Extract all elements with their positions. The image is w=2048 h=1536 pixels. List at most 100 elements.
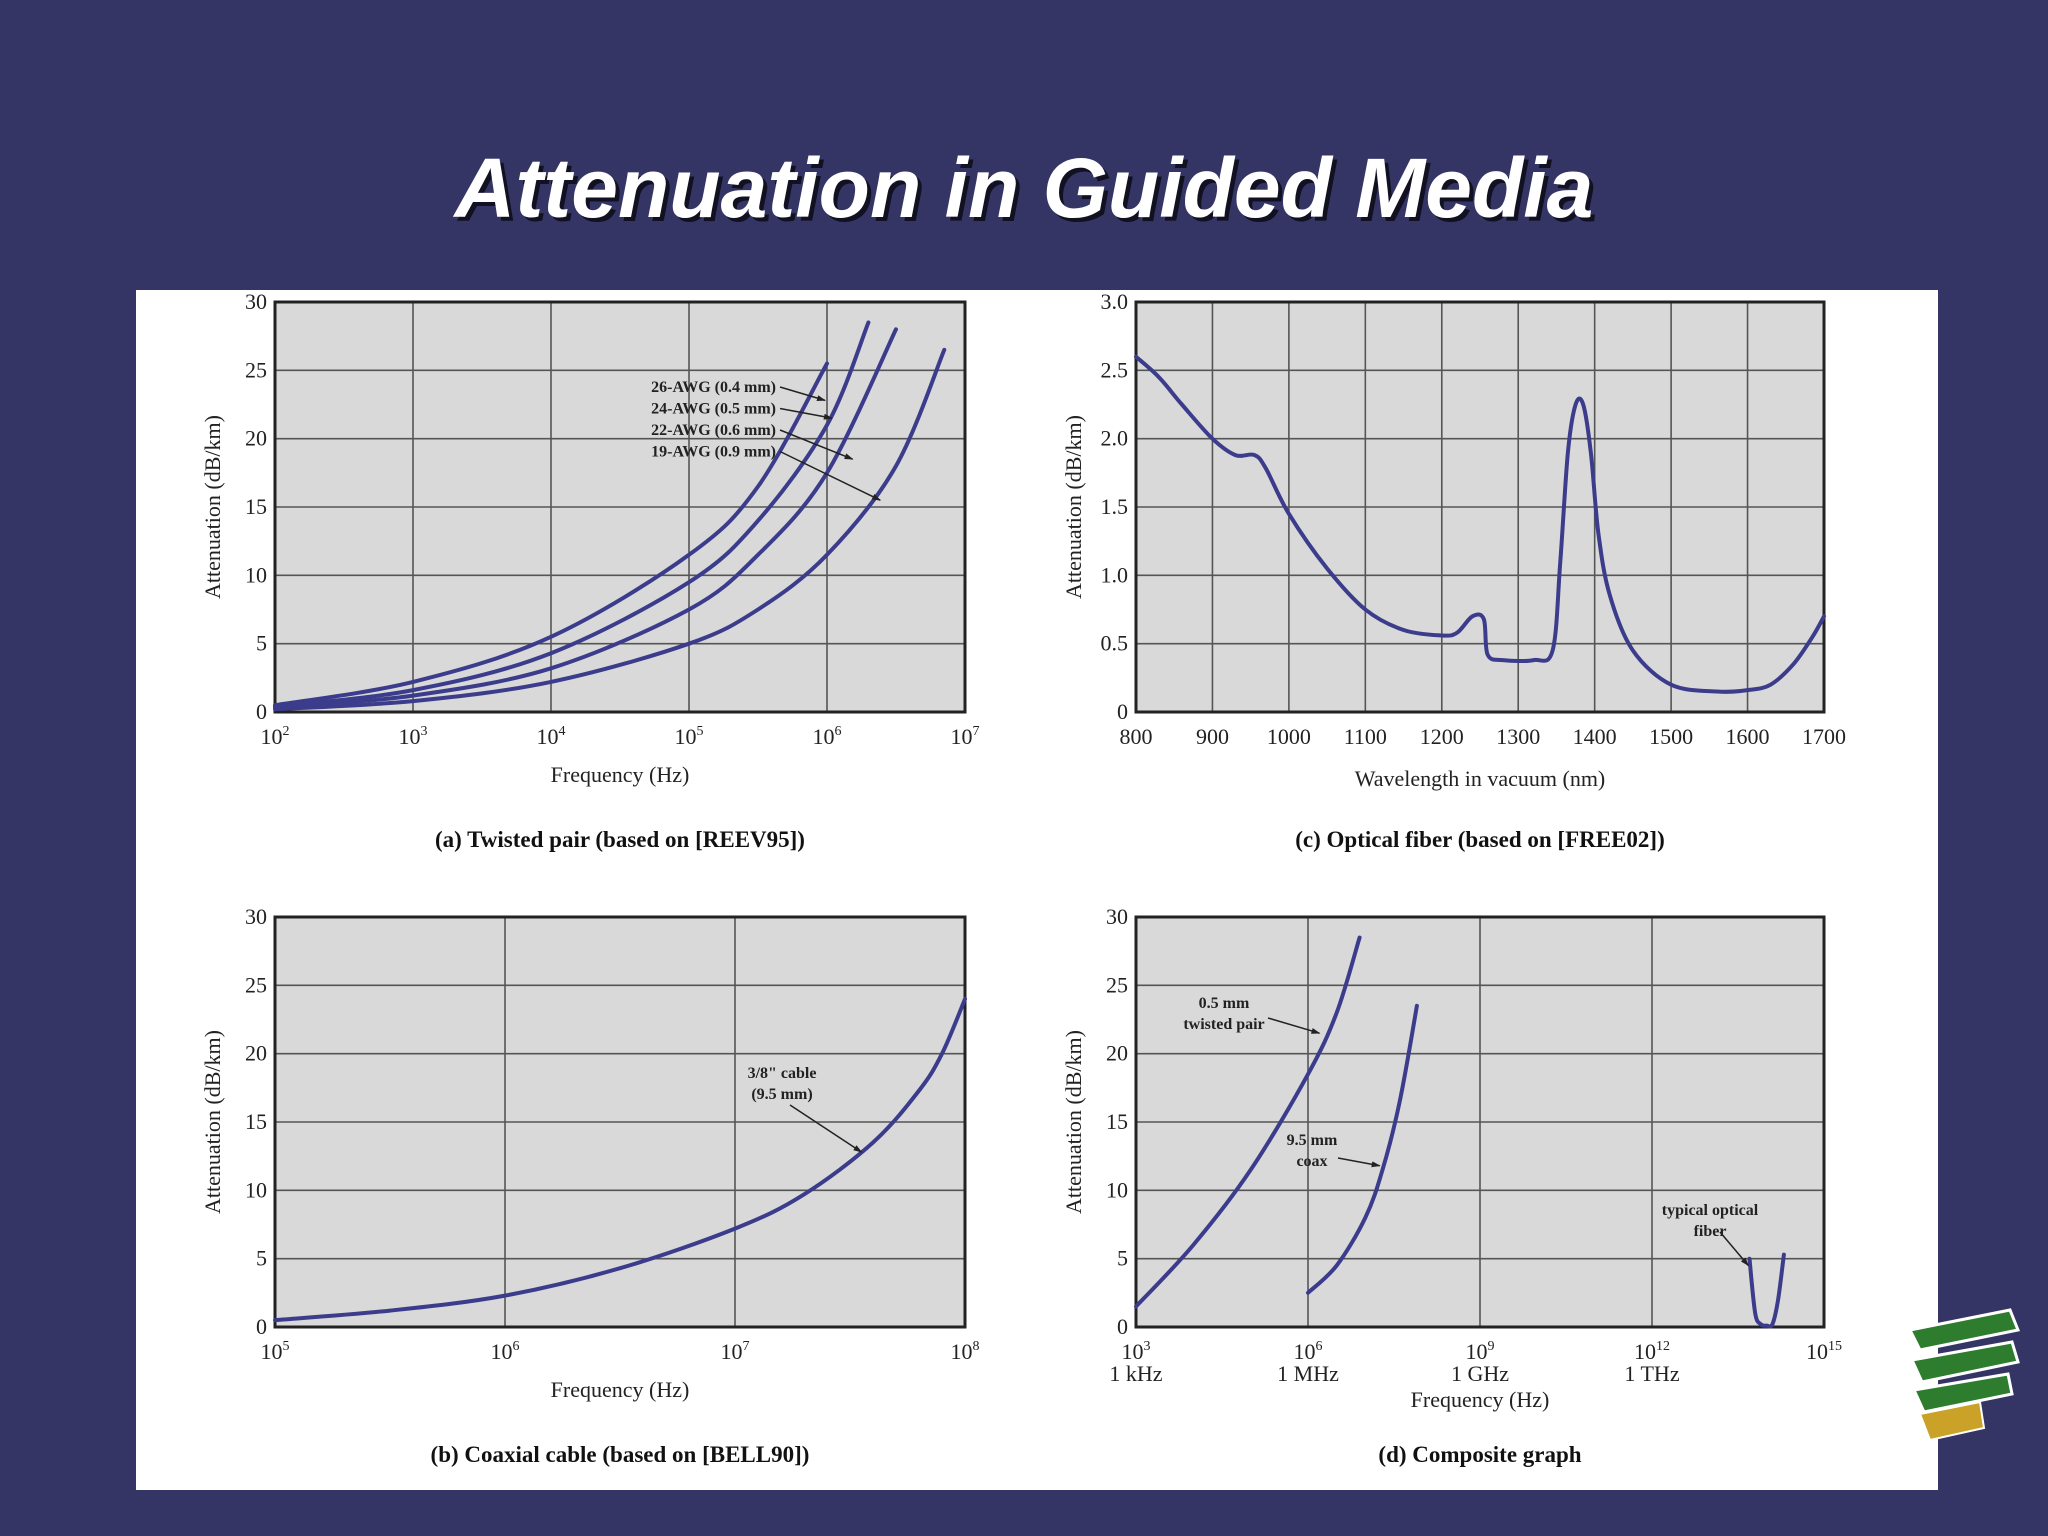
y-axis-label: Attenuation (dB/km) — [200, 415, 225, 599]
awg-label: 19-AWG (0.9 mm) — [651, 444, 776, 461]
x-tick-sublabel: 1 THz — [1624, 1361, 1679, 1386]
annotation-arrow — [1719, 1231, 1749, 1267]
x-tick-label: 800 — [1120, 724, 1153, 749]
x-tick-label: 1300 — [1496, 724, 1540, 749]
chart-caption: (c) Optical fiber (based on [FREE02]) — [1295, 827, 1664, 852]
x-tick-sublabel: 1 kHz — [1109, 1361, 1162, 1386]
y-tick-label: 20 — [1106, 1041, 1128, 1066]
plot-frame — [1134, 300, 1826, 714]
slide-title: Attenuation in Guided Media — [454, 141, 1594, 235]
x-tick-label: 1200 — [1420, 724, 1464, 749]
x-tick-label: 1000 — [1267, 724, 1311, 749]
fiber-label: fiber — [1694, 1223, 1727, 1240]
chart-caption: (a) Twisted pair (based on [REEV95]) — [435, 827, 805, 852]
x-axis-label: Frequency (Hz) — [551, 762, 690, 787]
series-line-d-2 — [1747, 1252, 1786, 1329]
annotations: 26-AWG (0.4 mm) 24-AWG (0.5 mm) 22-AWG (0.… — [651, 379, 1759, 1267]
y-tick-label: 0 — [256, 699, 267, 724]
twisted-pair-label: twisted pair — [1183, 1016, 1264, 1033]
y-tick-label: 3.0 — [1101, 289, 1129, 314]
y-tick-label: 1.0 — [1101, 562, 1129, 587]
x-tick-label: 104 — [537, 724, 566, 749]
annotation-arrow — [779, 429, 854, 460]
series-line-a-0 — [273, 361, 829, 708]
x-tick-label: 108 — [951, 1339, 980, 1364]
y-tick-label: 0 — [1117, 699, 1128, 724]
x-tick-label: 1600 — [1726, 724, 1770, 749]
series-line-d-1 — [1306, 1003, 1419, 1295]
plot-frame — [273, 300, 967, 714]
x-tick-label: 103 — [399, 724, 428, 749]
x-tick-label: 103 — [1122, 1339, 1151, 1364]
y-axis-label: Attenuation (dB/km) — [1061, 1030, 1086, 1214]
x-tick-label: 106 — [491, 1339, 520, 1364]
y-tick-label: 10 — [245, 562, 267, 587]
coax-label: 3/8" cable — [748, 1065, 817, 1082]
series-line-b-0 — [273, 997, 967, 1323]
series-line-a-1 — [273, 320, 871, 709]
y-tick-label: 30 — [245, 904, 267, 929]
y-tick-label: 15 — [1106, 1109, 1128, 1134]
awg-label: 24-AWG (0.5 mm) — [651, 401, 776, 418]
series-line-d-0 — [1134, 935, 1362, 1309]
coax-composite-label: coax — [1296, 1153, 1327, 1170]
y-axis-label: Attenuation (dB/km) — [1061, 415, 1086, 599]
y-tick-label: 5 — [256, 1246, 267, 1271]
annotation-arrow — [1337, 1157, 1381, 1168]
y-tick-label: 5 — [256, 631, 267, 656]
chart-caption: (b) Coaxial cable (based on [BELL90]) — [431, 1442, 810, 1467]
x-tick-label: 109 — [1466, 1339, 1495, 1364]
x-tick-label: 900 — [1196, 724, 1229, 749]
x-axis-label: Frequency (Hz) — [551, 1377, 690, 1402]
x-tick-label: 1700 — [1802, 724, 1846, 749]
y-tick-label: 10 — [245, 1177, 267, 1202]
x-tick-label: 106 — [1294, 1339, 1323, 1364]
twisted-pair-label: 0.5 mm — [1199, 995, 1250, 1012]
x-tick-sublabel: 1 GHz — [1451, 1361, 1509, 1386]
y-tick-label: 2.0 — [1101, 426, 1129, 451]
x-tick-label: 105 — [675, 724, 704, 749]
x-tick-label: 1100 — [1344, 724, 1387, 749]
x-tick-label: 107 — [721, 1339, 750, 1364]
y-tick-label: 2.5 — [1101, 357, 1129, 382]
chart-b: 0 5 10 15 20 25 30 105 106 107 108 Frequency (Hz) At… — [200, 904, 980, 1467]
coax-label: (9.5 mm) — [751, 1086, 812, 1103]
chart-caption: (d) Composite graph — [1378, 1442, 1581, 1467]
annotation-arrow — [779, 407, 833, 420]
awg-label: 22-AWG (0.6 mm) — [651, 422, 776, 439]
x-tick-label: 1400 — [1573, 724, 1617, 749]
x-tick-label: 1500 — [1649, 724, 1693, 749]
plot-frame — [273, 915, 967, 1329]
y-tick-label: 10 — [1106, 1177, 1128, 1202]
y-tick-label: 0.5 — [1101, 631, 1129, 656]
y-tick-label: 20 — [245, 1041, 267, 1066]
y-tick-label: 25 — [245, 972, 267, 997]
x-tick-label: 1015 — [1806, 1339, 1842, 1364]
y-tick-label: 1.5 — [1101, 494, 1129, 519]
annotation-arrow — [1267, 1017, 1321, 1034]
chart-a: 0 5 10 15 20 25 30 102 103 104 105 106 107 Frequency … — [200, 289, 980, 852]
x-axis-label: Wavelength in vacuum (nm) — [1355, 766, 1606, 791]
x-tick-label: 107 — [951, 724, 980, 749]
y-tick-label: 25 — [1106, 972, 1128, 997]
series-line-a-2 — [273, 327, 898, 710]
awg-label: 26-AWG (0.4 mm) — [651, 379, 776, 396]
x-axis-label: Frequency (Hz) — [1411, 1387, 1550, 1412]
x-tick-label: 1012 — [1634, 1339, 1670, 1364]
annotation-arrow — [789, 1104, 863, 1153]
y-tick-label: 0 — [256, 1314, 267, 1339]
chart-c: 0 0.5 1.0 1.5 2.0 2.5 3.0 800 900 1000 1100 1200 130… — [1061, 289, 1846, 852]
y-tick-label: 25 — [245, 357, 267, 382]
y-tick-label: 15 — [245, 494, 267, 519]
series-line-a-3 — [273, 347, 947, 712]
annotation-arrow — [779, 386, 826, 402]
y-axis-label: Attenuation (dB/km) — [200, 1030, 225, 1214]
y-tick-label: 5 — [1117, 1246, 1128, 1271]
series-line-c-0 — [1134, 354, 1826, 694]
x-tick-sublabel: 1 MHz — [1277, 1361, 1339, 1386]
corner-logo — [1907, 1308, 2020, 1442]
plot-frame — [1134, 915, 1826, 1329]
y-tick-label: 20 — [245, 426, 267, 451]
